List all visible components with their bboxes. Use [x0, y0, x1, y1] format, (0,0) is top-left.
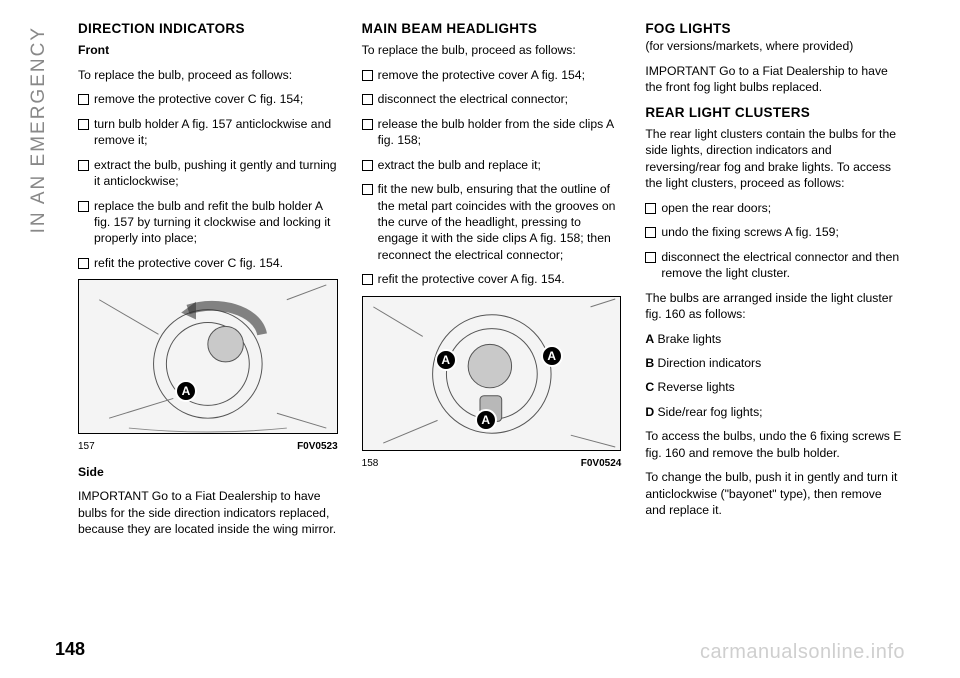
callout-badge-a: A	[475, 409, 497, 431]
step-item: release the bulb holder from the side cl…	[362, 116, 622, 149]
body-text: IMPORTANT Go to a Fiat Dealership to hav…	[645, 63, 905, 96]
step-item: remove the protective cover A fig. 154;	[362, 67, 622, 83]
body-text: The rear light clusters contain the bulb…	[645, 126, 905, 192]
step-item: refit the protective cover C fig. 154.	[78, 255, 338, 271]
subheading-front: Front	[78, 42, 338, 58]
body-text: IMPORTANT Go to a Fiat Dealership to hav…	[78, 488, 338, 537]
body-text: To replace the bulb, proceed as follows:	[362, 42, 622, 58]
body-text: The bulbs are arranged inside the light …	[645, 290, 905, 323]
section-tab: IN AN EMERGENCY	[28, 26, 50, 233]
body-text: To change the bulb, push it in gently an…	[645, 469, 905, 518]
body-text: To access the bulbs, undo the 6 fixing s…	[645, 428, 905, 461]
column-1: DIRECTION INDICATORS Front To replace th…	[78, 20, 338, 618]
step-item: replace the bulb and refit the bulb hold…	[78, 198, 338, 247]
page-number: 148	[55, 639, 85, 660]
figure-code: F0V0523	[297, 440, 338, 454]
heading-main-beam: MAIN BEAM HEADLIGHTS	[362, 20, 622, 38]
figure-illustration	[79, 280, 337, 433]
watermark: carmanualsonline.info	[700, 641, 905, 664]
step-item: undo the fixing screws A fig. 159;	[645, 224, 905, 240]
figure-id: 157	[78, 440, 95, 454]
step-item: refit the protective cover A fig. 154.	[362, 271, 622, 287]
figure-caption: 157 F0V0523	[78, 440, 338, 454]
body-text: To replace the bulb, proceed as follows:	[78, 67, 338, 83]
callout-badge-a: A	[435, 349, 457, 371]
step-item: turn bulb holder A fig. 157 anticlockwis…	[78, 116, 338, 149]
step-item: disconnect the electrical connector and …	[645, 249, 905, 282]
heading-direction-indicators: DIRECTION INDICATORS	[78, 20, 338, 38]
list-item-a: A Brake lights	[645, 331, 905, 347]
subheading-versions: (for versions/markets, where provided)	[645, 38, 905, 54]
figure-code: F0V0524	[581, 457, 622, 471]
heading-rear-clusters: REAR LIGHT CLUSTERS	[645, 104, 905, 122]
content-columns: DIRECTION INDICATORS Front To replace th…	[78, 20, 905, 618]
page: IN AN EMERGENCY DIRECTION INDICATORS Fro…	[0, 0, 960, 678]
list-item-d: D Side/rear fog lights;	[645, 404, 905, 420]
heading-fog-lights: FOG LIGHTS	[645, 20, 905, 38]
step-item: remove the protective cover C fig. 154;	[78, 91, 338, 107]
step-item: open the rear doors;	[645, 200, 905, 216]
callout-badge-a: A	[541, 345, 563, 367]
figure-id: 158	[362, 457, 379, 471]
step-item: extract the bulb, pushing it gently and …	[78, 157, 338, 190]
column-3: FOG LIGHTS (for versions/markets, where …	[645, 20, 905, 618]
step-item: fit the new bulb, ensuring that the outl…	[362, 181, 622, 263]
list-item-b: B Direction indicators	[645, 355, 905, 371]
figure-caption: 158 F0V0524	[362, 457, 622, 471]
column-2: MAIN BEAM HEADLIGHTS To replace the bulb…	[362, 20, 622, 618]
figure-157: A	[78, 279, 338, 434]
step-item: disconnect the electrical connector;	[362, 91, 622, 107]
subheading-side: Side	[78, 464, 338, 480]
figure-158: A A A	[362, 296, 622, 451]
list-item-c: C Reverse lights	[645, 379, 905, 395]
step-item: extract the bulb and replace it;	[362, 157, 622, 173]
